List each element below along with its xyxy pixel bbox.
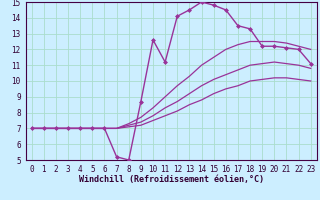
X-axis label: Windchill (Refroidissement éolien,°C): Windchill (Refroidissement éolien,°C) [79,175,264,184]
